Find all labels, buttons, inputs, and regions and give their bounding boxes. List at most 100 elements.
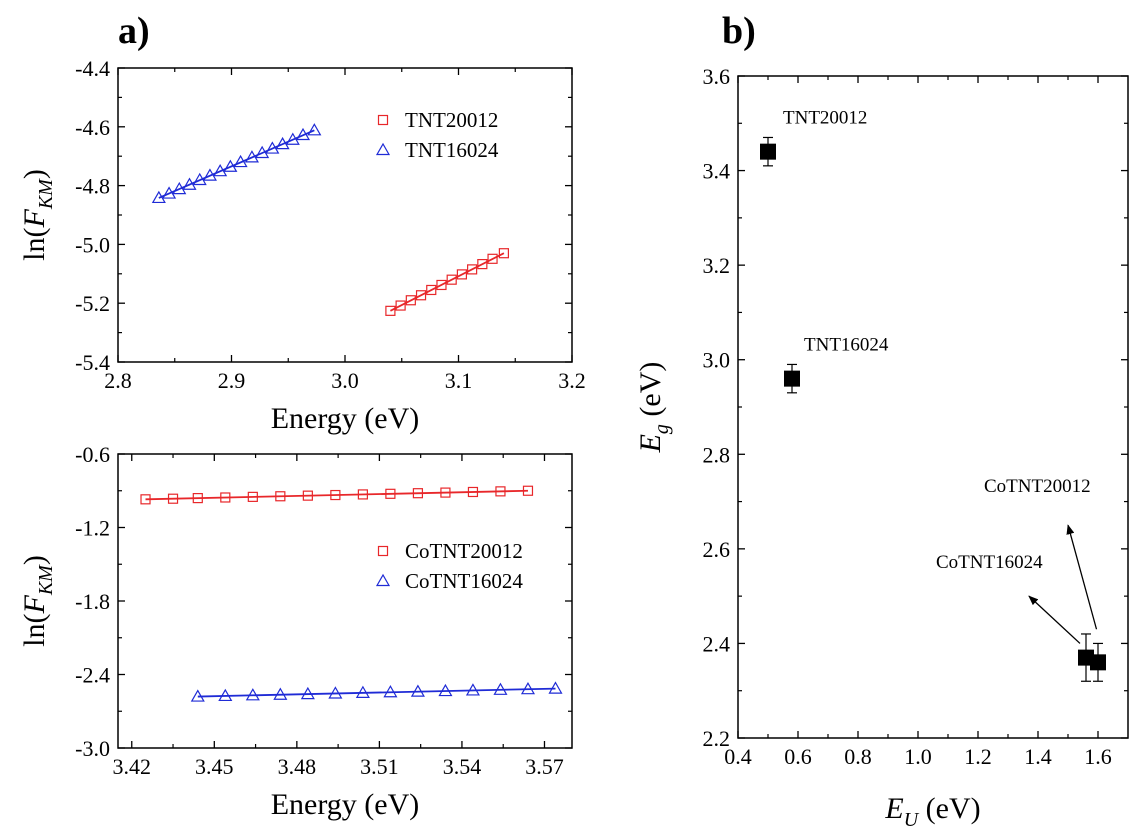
a-top-xtick-label: 3.0 [331, 368, 359, 393]
a-bottom-xtick-label: 3.51 [360, 754, 399, 779]
b-xtick-label: 0.8 [844, 744, 872, 769]
a-top-xlabel: Energy (eV) [271, 402, 420, 435]
a-top-series-tnt16024-point [295, 127, 311, 141]
a-top-series-tnt16024-point [275, 136, 290, 150]
a-top-xtick-label: 2.8 [104, 368, 132, 393]
a-bottom-ytick-label: -1.2 [75, 516, 110, 541]
a-bottom-series-cotnt16024-point [245, 688, 260, 701]
a-bottom-series-cotnt16024-legend-marker [375, 573, 391, 587]
a-top-series-tnt20012-point [487, 253, 498, 264]
a-bottom-series-cotnt20012-point [330, 489, 341, 501]
b-ytick-label: 3.0 [703, 348, 731, 373]
a-bottom-series-cotnt16024-point [273, 687, 288, 700]
panel-b-label: b) [722, 10, 756, 52]
b-ytick-label: 2.2 [703, 726, 731, 751]
b-xtick-label: 1.2 [964, 744, 992, 769]
a-bottom-ylabel: ln(FKM) [18, 555, 57, 647]
b-annotation-cotnt16024: CoTNT16024 [936, 552, 1043, 573]
a-bottom-series-cotnt20012-point [247, 491, 258, 502]
a-bottom-series-cotnt20012-point [412, 488, 424, 499]
b-xtick-label: 0.6 [784, 744, 812, 769]
b-xlabel: EU (eV) [884, 792, 980, 831]
b-ytick-label: 2.4 [703, 631, 731, 656]
chart-a-top: 2.8 2.9 3.0 3.1 3.2 -5.4 -5.2 -5.0 -4.8 -4.6 -4.4 E… [18, 56, 586, 435]
a-top-xtick-label: 3.1 [445, 368, 473, 393]
a-top-series-tnt20012-point [456, 269, 468, 280]
a-bottom-series-cotnt16024-point [218, 688, 233, 702]
a-top-series-tnt16024-legend-label: TNT16024 [405, 138, 499, 162]
a-bottom-xtick-label: 3.57 [525, 754, 564, 779]
a-bottom-xtick-label: 3.48 [278, 754, 317, 779]
a-bottom-series-cotnt20012-point [192, 493, 203, 504]
b-ytick-label: 3.6 [703, 64, 731, 89]
a-top-series-tnt20012-point [498, 248, 509, 259]
a-bottom-series-cotnt16024-fit-line [197, 687, 556, 698]
a-bottom-series-cotnt20012-point [275, 491, 286, 502]
a-top-ytick-label: -5.0 [75, 232, 110, 257]
a-top-ytick-label: -5.2 [75, 291, 110, 316]
a-top-xtick-label: 3.2 [558, 368, 586, 393]
a-bottom-series-cotnt16024-point [300, 686, 315, 700]
a-bottom-ytick-label: -1.8 [75, 589, 110, 614]
a-top-series-tnt20012-point [405, 295, 416, 306]
b-ytick-label: 3.2 [703, 253, 731, 278]
b-xtick-label: 1.4 [1024, 744, 1052, 769]
a-bottom-series-cotnt16024-point [383, 685, 398, 698]
b-annotation-tnt20012: TNT20012 [783, 107, 867, 128]
b-point [784, 370, 800, 387]
a-top-series-tnt20012-point [426, 284, 437, 296]
b-ytick-label: 2.8 [703, 442, 731, 467]
a-bottom-xtick-label: 3.54 [443, 754, 482, 779]
b-annotation-tnt16024: TNT16024 [804, 334, 889, 355]
a-top-ytick-label: -4.8 [75, 174, 110, 199]
a-bottom-series-cotnt16024-point [520, 681, 536, 695]
a-bottom-series-cotnt16024-point [190, 689, 205, 702]
a-bottom-series-cotnt20012-point [167, 493, 179, 504]
b-ytick-label: 2.6 [703, 537, 731, 562]
panel-a-label: a) [118, 10, 150, 52]
a-top-series-tnt20012-point [385, 305, 396, 316]
a-bottom-series-cotnt20012-point [467, 486, 479, 498]
a-top-series-tnt16024-point [162, 186, 177, 199]
b-ytick-label: 3.4 [703, 159, 731, 184]
a-bottom-series-cotnt16024-point [465, 683, 480, 696]
a-bottom-series-cotnt20012-point [140, 494, 151, 505]
a-top-series-tnt20012-point [415, 290, 427, 301]
b-xtick-label: 0.4 [724, 744, 752, 769]
a-top-series-tnt16024-point [213, 163, 228, 177]
a-top-series-tnt16024-point [244, 150, 259, 163]
b-point [1090, 654, 1106, 671]
a-top-series-tnt16024-point [202, 168, 217, 181]
a-bottom-series-cotnt20012-point [220, 492, 231, 503]
a-top-series-tnt16024-point [265, 141, 280, 154]
a-top-series-tnt20012-point [467, 264, 478, 275]
a-bottom-series-cotnt20012-legend-label: CoTNT20012 [405, 539, 523, 563]
a-top-series-tnt16024-point [192, 172, 207, 186]
b-annotation-cotnt20012: CoTNT20012 [984, 476, 1091, 497]
b-ylabel: Eg (eV) [634, 362, 673, 454]
b-xtick-label: 1.6 [1084, 744, 1112, 769]
a-top-series-tnt20012-legend-marker [377, 114, 389, 126]
a-bottom-series-cotnt20012-point [522, 485, 534, 496]
a-top-series-tnt16024-point [223, 159, 238, 172]
a-bottom-xlabel: Energy (eV) [271, 788, 420, 821]
a-top-series-tnt16024-legend-marker [375, 142, 391, 156]
a-top-series-tnt16024-point [172, 181, 187, 195]
a-top-series-tnt16024-point [151, 190, 166, 204]
a-bottom-series-cotnt20012-point [385, 488, 396, 499]
a-bottom-series-cotnt20012-point [440, 487, 451, 498]
a-top-series-tnt20012-point [436, 279, 447, 291]
a-bottom-ytick-label: -0.6 [75, 442, 110, 467]
a-top-series-tnt16024-point [307, 123, 322, 136]
a-bottom-series-cotnt16024-point [493, 682, 508, 695]
b-xtick-label: 1.0 [904, 744, 932, 769]
a-bottom-series-cotnt20012-point [302, 490, 313, 501]
a-bottom-series-cotnt20012-point [357, 489, 368, 500]
a-bottom-ytick-label: -2.4 [75, 663, 110, 688]
a-top-series-tnt20012-point [477, 258, 488, 270]
a-top-series-tnt16024-point [285, 132, 300, 145]
a-bottom-series-cotnt16024-point [438, 683, 453, 697]
a-top-ytick-label: -5.4 [75, 350, 110, 375]
a-bottom-xtick-label: 3.45 [195, 754, 234, 779]
